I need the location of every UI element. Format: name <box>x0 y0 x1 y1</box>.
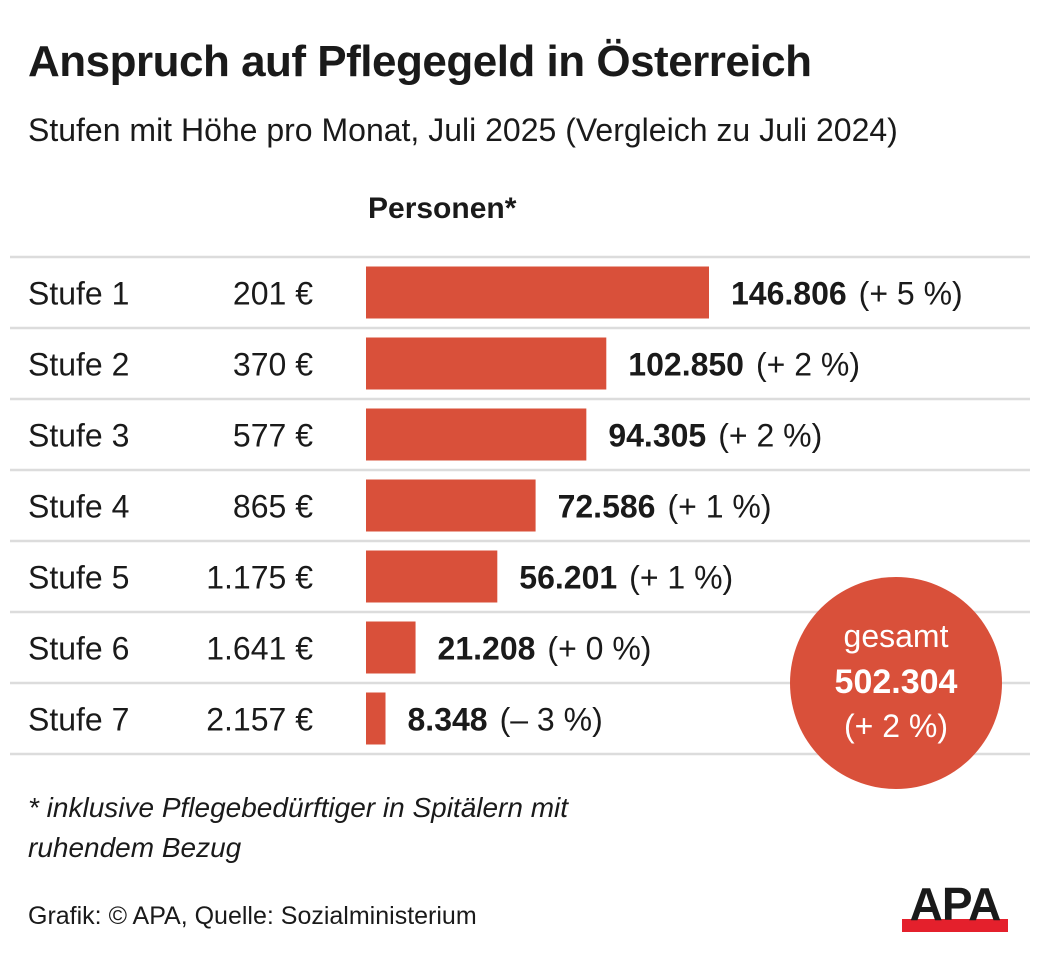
amount-label: 2.157 € <box>206 702 313 738</box>
chart-rows: Stufe 1 201 € 146.806 (+ 5 %) Stufe 2 370 € 10… <box>10 255 1030 756</box>
total-circle <box>790 577 1002 789</box>
table-row: Stufe 2 370 € 102.850 (+ 2 %) <box>10 337 1030 401</box>
apa-logo-bar <box>902 919 1008 932</box>
value-number: 102.850 <box>628 347 744 383</box>
table-row: Stufe 4 865 € 72.586 (+ 1 %) <box>10 479 1030 543</box>
table-row: Stufe 7 2.157 € 8.348 (– 3 %) <box>10 692 1030 756</box>
amount-label: 577 € <box>233 418 313 454</box>
apa-logo: APA <box>900 879 1010 935</box>
value-label: 102.850 (+ 2 %) <box>628 347 860 383</box>
footnote: * inklusive Pflegebedürftiger in Spitäle… <box>28 792 569 863</box>
bar <box>366 692 386 745</box>
bar <box>366 337 607 390</box>
bar <box>366 621 416 674</box>
category-label: Stufe 1 <box>28 276 129 312</box>
total-label: gesamt <box>844 618 949 654</box>
amount-label: 1.175 € <box>206 560 313 596</box>
category-label: Stufe 5 <box>28 560 129 596</box>
total-change: (+ 2 %) <box>844 708 948 744</box>
amount-label: 370 € <box>233 347 313 383</box>
category-label: Stufe 3 <box>28 418 129 454</box>
amount-label: 865 € <box>233 489 313 525</box>
category-label: Stufe 4 <box>28 489 129 525</box>
change-label: (+ 1 %) <box>629 560 733 596</box>
chart-subtitle: Stufen mit Höhe pro Monat, Juli 2025 (Ve… <box>28 112 898 148</box>
table-row: Stufe 3 577 € 94.305 (+ 2 %) <box>10 408 1030 472</box>
value-label: 72.586 (+ 1 %) <box>558 489 772 525</box>
category-label: Stufe 6 <box>28 631 129 667</box>
value-number: 146.806 <box>731 276 847 312</box>
amount-label: 201 € <box>233 276 313 312</box>
bar <box>366 550 498 603</box>
change-label: (+ 0 %) <box>547 631 651 667</box>
change-label: (– 3 %) <box>500 702 603 738</box>
change-label: (+ 5 %) <box>859 276 963 312</box>
bar <box>366 479 536 532</box>
source-credit: Grafik: © APA, Quelle: Sozialministerium <box>28 902 477 930</box>
value-number: 72.586 <box>558 489 656 525</box>
amount-label: 1.641 € <box>206 631 313 667</box>
value-number: 56.201 <box>519 560 617 596</box>
table-row: Stufe 6 1.641 € 21.208 (+ 0 %) <box>10 621 1030 685</box>
value-label: 94.305 (+ 2 %) <box>608 418 822 454</box>
value-number: 21.208 <box>438 631 536 667</box>
column-header-personen: Personen* <box>368 192 517 225</box>
bar <box>366 266 709 319</box>
total-value: 502.304 <box>835 663 958 701</box>
apa-logo-text: APA <box>909 878 1002 930</box>
change-label: (+ 2 %) <box>718 418 822 454</box>
category-label: Stufe 7 <box>28 702 129 738</box>
chart-title: Anspruch auf Pflegegeld in Österreich <box>28 37 812 86</box>
change-label: (+ 2 %) <box>756 347 860 383</box>
value-label: 56.201 (+ 1 %) <box>519 560 733 596</box>
total-badge: gesamt 502.304 (+ 2 %) <box>790 577 1002 789</box>
value-label: 21.208 (+ 0 %) <box>438 631 652 667</box>
value-number: 8.348 <box>408 702 488 738</box>
table-row: Stufe 1 201 € 146.806 (+ 5 %) <box>10 266 1030 330</box>
value-label: 8.348 (– 3 %) <box>408 702 603 738</box>
bar <box>366 408 587 461</box>
value-label: 146.806 (+ 5 %) <box>731 276 963 312</box>
change-label: (+ 1 %) <box>667 489 771 525</box>
value-number: 94.305 <box>608 418 706 454</box>
category-label: Stufe 2 <box>28 347 129 383</box>
